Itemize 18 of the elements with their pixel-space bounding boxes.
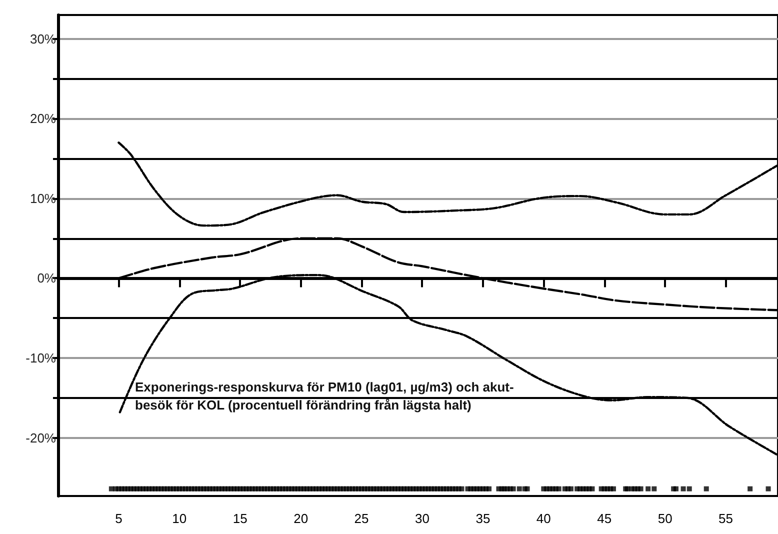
annotation: Exponerings-responskurva för PM10 (lag01, µg/m3) och akut- besök för KOL (procentuell förändring från lägsta halt): [135, 380, 514, 412]
x-tick-label: 5: [115, 511, 122, 526]
x-tick-label: 35: [476, 511, 490, 526]
y-tick-label: -10%: [26, 350, 56, 366]
y-tick-label: 0%: [37, 270, 56, 286]
y-tick-label: 20%: [30, 111, 56, 126]
x-tick-label: 40: [536, 511, 551, 526]
y-tick-label: 10%: [30, 190, 56, 206]
x-tick-label: 50: [658, 511, 672, 526]
x-tick-label: 15: [232, 511, 248, 526]
x-tick-label: 20: [294, 511, 308, 526]
y-tick-label: 30%: [30, 31, 56, 46]
y-tick-label: -20%: [26, 430, 56, 446]
x-tick-label: 55: [718, 511, 734, 526]
x-tick-label: 30: [415, 511, 430, 526]
x-tick-label: 10: [172, 511, 187, 526]
x-tick-label: 25: [354, 511, 369, 526]
x-tick-label: 45: [597, 511, 612, 526]
